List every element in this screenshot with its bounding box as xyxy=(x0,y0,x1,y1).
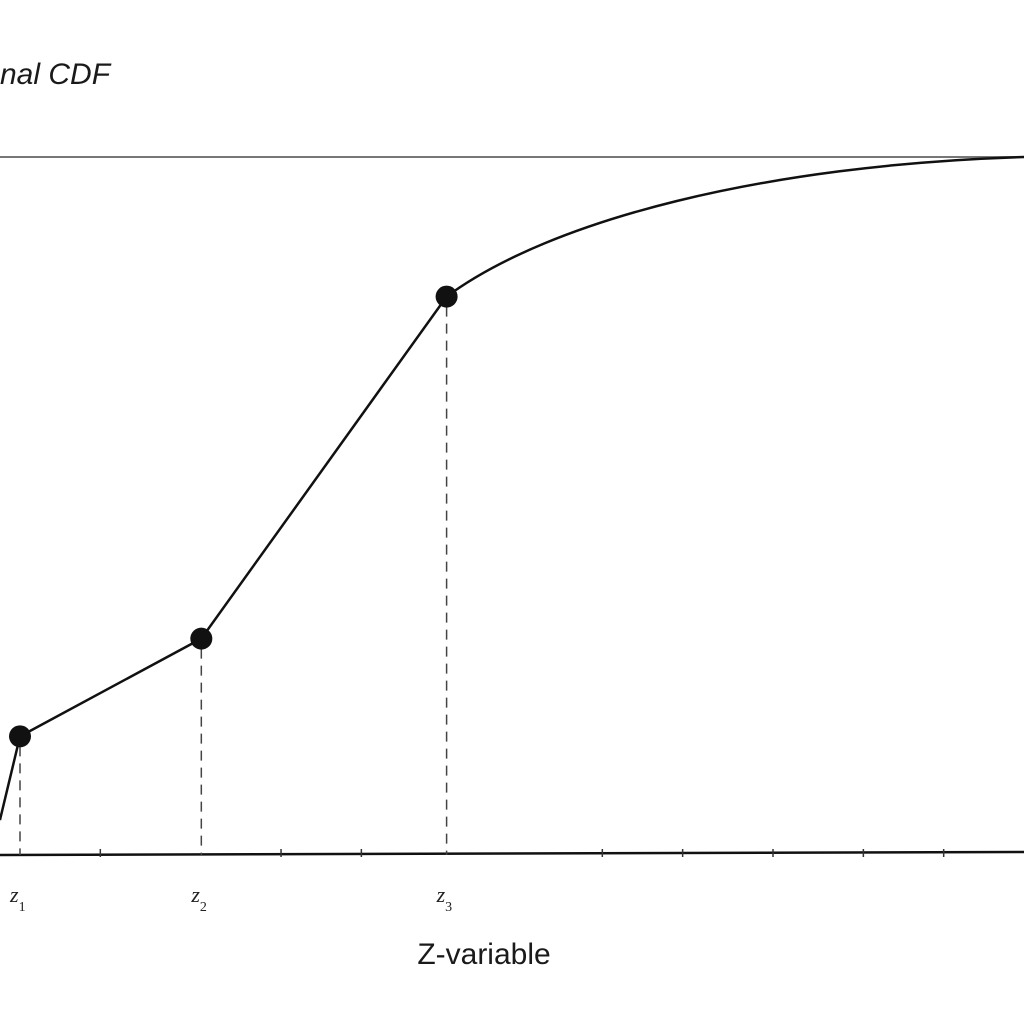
tick-label-z3: z3 xyxy=(436,882,453,915)
cdf-line xyxy=(0,155,1024,821)
minor-ticks xyxy=(99,849,945,857)
data-point-z3 xyxy=(435,285,458,308)
tick-label-z2: z2 xyxy=(190,882,207,915)
tick-labels: z1 z2 z3 xyxy=(9,882,452,915)
x-axis-label: Z-variable xyxy=(417,938,550,971)
data-point-z1 xyxy=(9,725,31,748)
drop-lines xyxy=(19,306,448,855)
x-axis xyxy=(0,850,1024,857)
data-point-z2 xyxy=(190,627,213,650)
chart-title: nal CDF xyxy=(0,58,112,91)
tick-label-z1: z1 xyxy=(9,882,26,915)
data-points xyxy=(9,285,458,748)
